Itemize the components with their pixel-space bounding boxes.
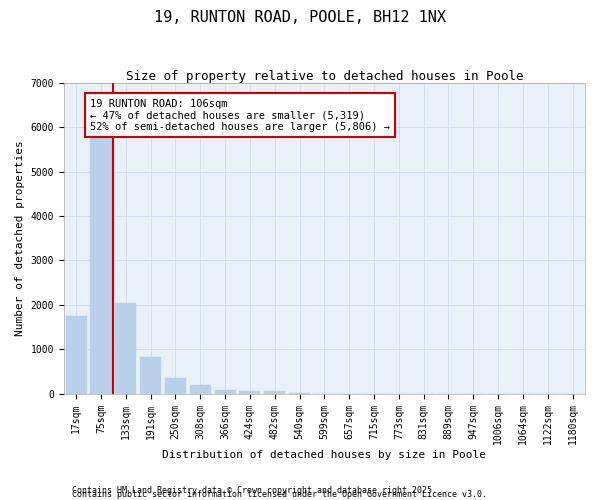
Bar bbox=[239, 392, 260, 394]
Bar bbox=[165, 378, 186, 394]
Text: Contains public sector information licensed under the Open Government Licence v3: Contains public sector information licen… bbox=[72, 490, 487, 499]
X-axis label: Distribution of detached houses by size in Poole: Distribution of detached houses by size … bbox=[163, 450, 487, 460]
Title: Size of property relative to detached houses in Poole: Size of property relative to detached ho… bbox=[125, 70, 523, 83]
Bar bbox=[215, 390, 236, 394]
Bar bbox=[115, 302, 136, 394]
Bar bbox=[264, 392, 285, 394]
Bar bbox=[65, 316, 87, 394]
Y-axis label: Number of detached properties: Number of detached properties bbox=[15, 140, 25, 336]
Text: 19 RUNTON ROAD: 106sqm
← 47% of detached houses are smaller (5,319)
52% of semi-: 19 RUNTON ROAD: 106sqm ← 47% of detached… bbox=[90, 98, 390, 132]
Bar bbox=[91, 136, 112, 394]
Text: 19, RUNTON ROAD, POOLE, BH12 1NX: 19, RUNTON ROAD, POOLE, BH12 1NX bbox=[154, 10, 446, 25]
Bar bbox=[140, 357, 161, 394]
Bar bbox=[190, 384, 211, 394]
Text: Contains HM Land Registry data © Crown copyright and database right 2025.: Contains HM Land Registry data © Crown c… bbox=[72, 486, 437, 495]
